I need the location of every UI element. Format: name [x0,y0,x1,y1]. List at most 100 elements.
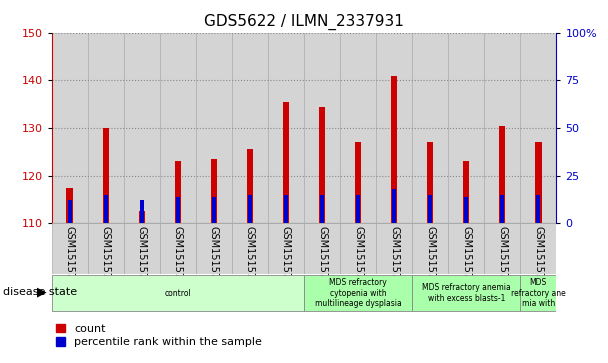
FancyBboxPatch shape [484,223,520,274]
Text: GSM1515747: GSM1515747 [101,226,111,291]
Bar [304,33,340,223]
Bar [535,142,542,223]
Bar [68,200,72,223]
Bar [500,195,504,223]
Bar [247,150,253,223]
FancyBboxPatch shape [304,275,412,311]
Bar [499,126,505,223]
Bar [320,195,324,223]
Text: GSM1515749: GSM1515749 [173,226,183,291]
Bar [139,211,145,223]
Bar [174,161,181,223]
Bar [355,142,361,223]
Bar [104,195,108,223]
FancyBboxPatch shape [340,223,376,274]
FancyBboxPatch shape [520,223,556,274]
Bar [68,200,72,223]
Bar [160,33,196,223]
FancyBboxPatch shape [412,275,520,311]
FancyBboxPatch shape [376,223,412,274]
Bar [376,33,412,223]
FancyBboxPatch shape [412,223,448,274]
Bar [499,126,505,223]
FancyBboxPatch shape [196,223,232,274]
Bar [448,33,484,223]
Bar [160,33,196,223]
Bar [268,33,304,223]
FancyBboxPatch shape [448,223,484,274]
Text: GSM1515759: GSM1515759 [533,226,544,291]
Bar [319,106,325,223]
Bar [196,33,232,223]
FancyBboxPatch shape [520,275,556,311]
Bar [356,195,360,223]
Bar [391,76,398,223]
Bar [212,196,216,223]
Bar [88,33,124,223]
Text: GSM1515756: GSM1515756 [425,226,435,291]
Text: GSM1515752: GSM1515752 [281,226,291,291]
FancyBboxPatch shape [52,223,88,274]
Bar [232,33,268,223]
Bar [140,200,143,223]
FancyBboxPatch shape [52,275,304,311]
Bar [320,195,324,223]
Bar [304,33,340,223]
Bar [176,196,179,223]
Text: control: control [165,289,191,298]
Bar [210,159,217,223]
Bar [463,161,469,223]
Bar [232,33,268,223]
Bar [210,159,217,223]
Bar [66,188,73,223]
Bar [392,189,396,223]
Bar [139,211,145,223]
Bar [448,33,484,223]
Bar [103,128,109,223]
Text: MDS refractory
cytopenia with
multilineage dysplasia: MDS refractory cytopenia with multilinea… [315,278,401,308]
Bar [103,128,109,223]
Text: MDS refractory anemia
with excess blasts-1: MDS refractory anemia with excess blasts… [422,284,511,303]
FancyBboxPatch shape [268,223,304,274]
FancyBboxPatch shape [124,223,160,274]
Text: disease state: disease state [3,287,77,297]
Bar [465,196,468,223]
Text: GSM1515758: GSM1515758 [497,226,507,291]
FancyBboxPatch shape [88,223,124,274]
Bar [465,196,468,223]
Bar [376,33,412,223]
Bar [66,188,73,223]
Bar [340,33,376,223]
Bar [463,161,469,223]
Bar [283,102,289,223]
Bar [247,150,253,223]
Bar [484,33,520,223]
Bar [319,106,325,223]
Bar [536,195,540,223]
Bar [429,195,432,223]
Bar [124,33,160,223]
Bar [536,195,540,223]
Bar [283,102,289,223]
FancyBboxPatch shape [160,223,196,274]
Bar [392,189,396,223]
Bar [355,142,361,223]
Bar [520,33,556,223]
Bar [284,195,288,223]
Text: GSM1515746: GSM1515746 [64,226,75,291]
Text: GSM1515755: GSM1515755 [389,226,399,291]
Bar [52,33,88,223]
Text: MDS
refractory ane
mia with: MDS refractory ane mia with [511,278,565,308]
Bar [427,142,434,223]
Text: GSM1515748: GSM1515748 [137,226,147,291]
Text: GSM1515750: GSM1515750 [209,226,219,291]
Bar [412,33,448,223]
Bar [391,76,398,223]
Bar [520,33,556,223]
FancyBboxPatch shape [304,223,340,274]
Bar [340,33,376,223]
Bar [427,142,434,223]
Text: GSM1515757: GSM1515757 [461,226,471,291]
Legend: count, percentile rank within the sample: count, percentile rank within the sample [52,319,266,352]
Bar [284,195,288,223]
